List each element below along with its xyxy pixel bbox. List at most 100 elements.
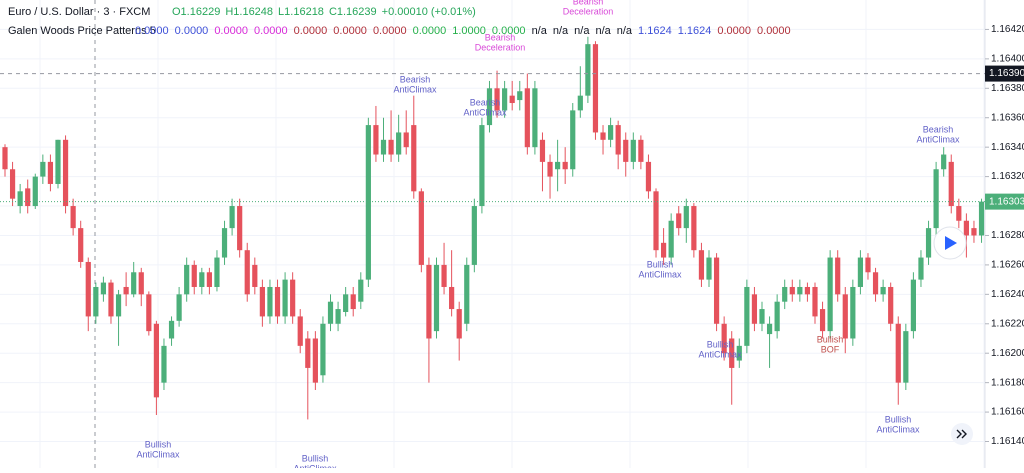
y-tick-label: 1.16380	[991, 83, 1024, 94]
candle-body	[630, 139, 636, 162]
indicator-value: 0.0000	[294, 25, 328, 37]
candle-body	[131, 272, 137, 295]
candle-body	[115, 294, 122, 317]
candle-body	[456, 309, 462, 339]
candle-body	[812, 286, 818, 317]
candle-body	[683, 206, 689, 229]
candle-body	[237, 206, 243, 251]
candle-body	[229, 206, 235, 229]
candle-body	[184, 264, 190, 295]
indicator-value: n/a	[553, 25, 569, 37]
candle-body	[918, 257, 924, 280]
indicator-value: 1.0000	[452, 25, 486, 37]
annotation-text: Bullish	[885, 414, 912, 424]
candle-body	[267, 286, 273, 317]
annotation-text: AntiClimax	[638, 269, 682, 279]
candle-body	[797, 286, 803, 295]
candle-body	[676, 213, 682, 229]
indicator-value: 0.0000	[492, 25, 526, 37]
price-axis: 1.16420 1.16400 1.16380 1.16360 1.16340 1.163…	[985, 24, 1024, 447]
indicator-value: n/a	[595, 25, 611, 37]
ohlc-value: O1.16229	[172, 6, 220, 18]
crosshair-price-label: 1.16390	[989, 68, 1024, 79]
candle-body	[857, 257, 864, 287]
candle-body	[668, 220, 674, 258]
candle-body	[350, 294, 356, 310]
annotation-text: Bullish	[707, 339, 734, 349]
candle-body	[698, 250, 705, 280]
candle-body	[274, 286, 281, 317]
candle-body	[343, 294, 349, 312]
candle-body	[956, 206, 962, 221]
indicator-value: 0.0000	[135, 25, 169, 37]
candle-body	[804, 286, 811, 295]
candle-body	[486, 88, 493, 126]
annotation-text: Bearish	[573, 0, 604, 6]
candle-body	[850, 286, 856, 339]
candle-body	[9, 169, 16, 199]
candle-body	[729, 338, 735, 368]
indicator-value: 0.0000	[717, 25, 751, 37]
annotation-text: Bullish	[647, 259, 674, 269]
y-tick-label: 1.16280	[991, 230, 1024, 241]
candle-body	[509, 95, 515, 104]
candle-body	[199, 272, 205, 287]
candle-body	[320, 323, 326, 376]
candle-body	[971, 228, 977, 236]
candle-body	[570, 110, 576, 170]
indicator-value: 1.1624	[638, 25, 672, 37]
indicator-value: 0.0000	[413, 25, 447, 37]
candle-body	[282, 279, 288, 317]
crosshair-price-box	[985, 65, 1024, 82]
candle-body	[123, 286, 129, 295]
candle-body	[888, 286, 894, 324]
candle-body	[388, 139, 394, 155]
candle-body	[623, 139, 629, 162]
y-tick-label: 1.16220	[991, 318, 1024, 329]
candle-body	[539, 139, 546, 162]
ohlc-value: L1.16218	[278, 6, 324, 18]
candle-body	[524, 88, 530, 148]
candle-body	[691, 206, 697, 251]
candle-body	[638, 139, 644, 162]
ohlc-value: C1.16239	[329, 6, 377, 18]
candle-body	[615, 125, 621, 155]
candle-body	[365, 125, 371, 280]
candle-body	[335, 309, 341, 324]
candle-body	[312, 338, 318, 383]
candle-body	[547, 161, 553, 177]
candle-body	[55, 139, 61, 184]
candle-body	[933, 169, 939, 229]
candle-body	[751, 294, 758, 324]
candle-body	[25, 188, 31, 207]
annotation-text: AntiClimax	[463, 107, 507, 117]
last-price-label: 1.16303	[989, 196, 1024, 207]
candle-body	[93, 286, 99, 317]
candle-body	[978, 201, 985, 236]
candle-body	[252, 264, 258, 287]
annotation-text: Bullish	[817, 334, 844, 344]
symbol: Euro / U.S. Dollar · 3 · FXCM	[8, 6, 150, 18]
candle-body	[259, 286, 265, 317]
annotation-text: AntiClimax	[916, 134, 960, 144]
candle-body	[660, 242, 667, 258]
candle-body	[872, 272, 879, 295]
candle-body	[555, 161, 561, 170]
candle-body	[502, 88, 508, 111]
candle-body	[146, 294, 152, 332]
y-tick-label: 1.16200	[991, 348, 1024, 359]
candle-body	[819, 309, 826, 332]
annotation-text: Bearish	[470, 97, 501, 107]
candle-body	[744, 286, 750, 346]
candle-body	[827, 257, 833, 332]
y-tick-label: 1.16400	[991, 54, 1024, 65]
candle-body	[433, 264, 440, 332]
candle-body	[766, 323, 773, 335]
candle-body	[100, 282, 107, 295]
annotation-text: AntiClimax	[293, 463, 337, 468]
scroll-button[interactable]	[951, 423, 973, 445]
candle-body	[305, 338, 311, 368]
y-tick-label: 1.16320	[991, 171, 1024, 182]
candle-body	[577, 95, 583, 111]
